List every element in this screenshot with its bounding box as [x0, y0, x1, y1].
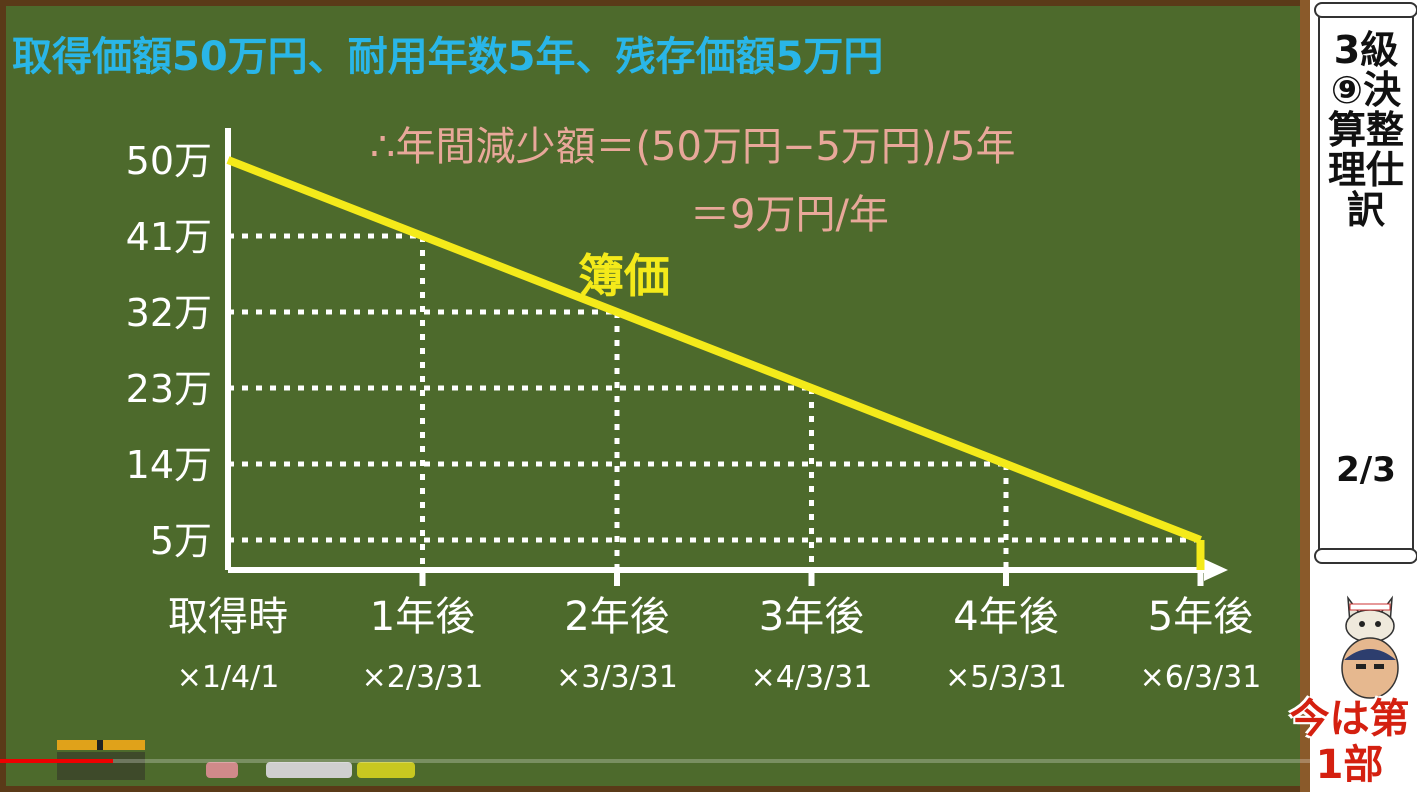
board-frame — [1300, 0, 1310, 792]
y-tick-label: 32万 — [126, 291, 212, 335]
formula-line-2: ＝9万円/年 — [690, 192, 889, 238]
pink-chalk — [206, 762, 238, 778]
book-value-line — [226, 156, 1202, 544]
x-date-label: ×5/3/31 — [945, 660, 1067, 695]
video-progress-track[interactable] — [0, 759, 1310, 763]
yellow-chalk — [357, 762, 415, 778]
x-category-label: 3年後 — [759, 594, 864, 640]
series-label: 簿価 — [578, 249, 670, 303]
chalk-tray-icon — [57, 740, 145, 780]
white-chalk — [266, 762, 352, 778]
y-tick-label: 5万 — [150, 519, 212, 563]
y-tick-label: 23万 — [126, 367, 212, 411]
lesson-title: 3級⑨決算整理仕訳 — [1327, 28, 1404, 232]
x-category-label: 2年後 — [564, 594, 669, 640]
part-badge: 今は第1部 — [1289, 696, 1410, 788]
problem-statement: 取得価額50万円、耐用年数5年、残存価額5万円 — [12, 34, 884, 80]
formula-line-1: ∴年間減少額＝(50万円−5万円)/5年 — [370, 124, 1016, 170]
video-progress-fill — [0, 759, 113, 763]
x-axis-arrow — [1204, 559, 1228, 581]
mascot-icon — [1341, 595, 1399, 699]
scroll-roll-bottom — [1314, 548, 1417, 564]
x-date-label: ×2/3/31 — [362, 660, 484, 695]
x-date-label: ×4/3/31 — [751, 660, 873, 695]
chalkboard — [0, 0, 1310, 792]
x-category-label: 取得時 — [168, 594, 288, 640]
title-scroll: 3級⑨決算整理仕訳 2/3 — [1314, 2, 1417, 564]
y-tick-label: 41万 — [126, 215, 212, 259]
x-date-label: ×1/4/1 — [177, 660, 280, 695]
y-tick-label: 50万 — [126, 139, 212, 183]
x-category-label: 5年後 — [1148, 594, 1253, 640]
x-category-label: 4年後 — [953, 594, 1058, 640]
x-category-label: 1年後 — [370, 594, 475, 640]
x-date-label: ×6/3/31 — [1140, 660, 1262, 695]
y-tick-label: 14万 — [126, 443, 212, 487]
lesson-page: 2/3 — [1336, 450, 1396, 490]
x-date-label: ×3/3/31 — [556, 660, 678, 695]
scroll-roll-top — [1314, 2, 1417, 18]
